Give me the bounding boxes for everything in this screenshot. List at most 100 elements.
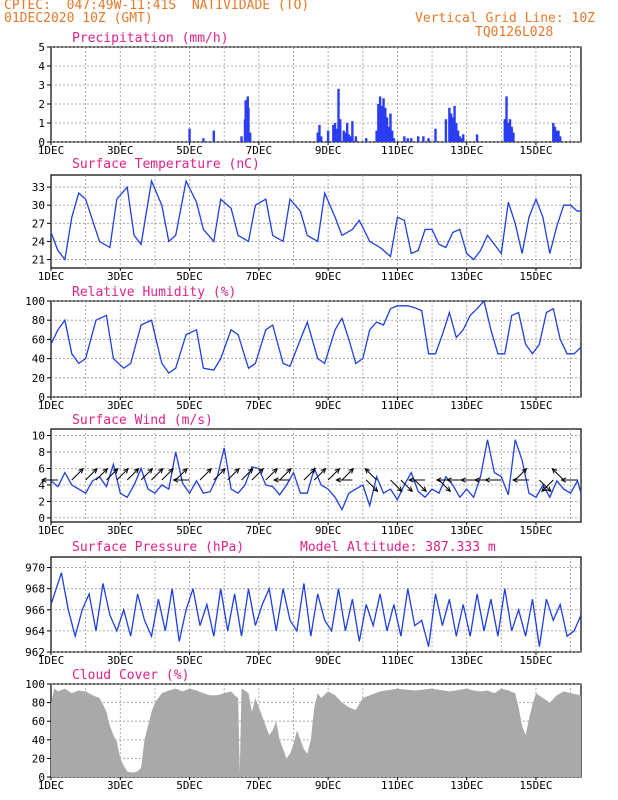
- precip-bar: [456, 130, 460, 142]
- temp-xtick-label: 11DEC: [381, 270, 414, 283]
- cloud-xtick-label: 1DEC: [38, 779, 65, 792]
- wind-arrow-head: [396, 486, 403, 493]
- precip-bar: [406, 138, 409, 142]
- wind-arrow: [265, 468, 278, 481]
- wind-arrow: [365, 479, 378, 492]
- cloud-xtick-label: 9DEC: [315, 779, 342, 792]
- precip-bar: [384, 107, 387, 142]
- precip-bar: [377, 104, 380, 142]
- pressure-xtick-label: 11DEC: [381, 654, 414, 667]
- precip-bar: [344, 132, 347, 142]
- precip-bar: [444, 119, 448, 142]
- wind-arrow-head: [545, 486, 552, 493]
- precip-bar: [416, 136, 420, 142]
- wind-arrow-head: [272, 467, 278, 474]
- wind-arrow: [390, 479, 403, 492]
- temp-ytick-label: 30: [32, 199, 45, 212]
- cloud-ytick-label: 80: [32, 697, 45, 710]
- wind-arrow-head: [157, 467, 164, 474]
- precip-bar: [512, 132, 515, 142]
- wind-arrow: [227, 468, 240, 481]
- wind-arrow: [95, 468, 108, 481]
- precip-bar: [434, 128, 437, 142]
- cloud-xtick-label: 5DEC: [176, 779, 203, 792]
- pressure-title: Surface Pressure (hPa): [72, 540, 244, 555]
- cloud-area: [51, 688, 581, 777]
- rh-ytick-label: 60: [32, 333, 45, 346]
- wind-arrow: [414, 479, 427, 492]
- wind-arrow: [303, 468, 316, 481]
- precip-bar: [318, 124, 321, 142]
- wind-arrow: [539, 479, 552, 492]
- wind-arrow-head: [310, 467, 317, 474]
- precip-bar: [507, 123, 510, 142]
- wind-xtick-label: 13DEC: [450, 524, 483, 537]
- model-altitude-label: Model Altitude: 387.333 m: [300, 540, 496, 555]
- wind-arrow-head: [445, 486, 452, 493]
- precip-bar: [505, 96, 508, 142]
- precip-bar: [248, 132, 252, 142]
- wind-arrow: [126, 468, 139, 481]
- temp-xtick-label: 3DEC: [107, 270, 134, 283]
- wind-arrow-head: [102, 467, 109, 474]
- wind-arrow: [400, 479, 413, 492]
- wind-arrow: [364, 468, 377, 481]
- precip-bar: [389, 113, 392, 142]
- precip-bar: [449, 113, 453, 142]
- precip-xtick-label: 1DEC: [38, 144, 65, 157]
- wind-arrow: [552, 468, 565, 481]
- wind-arrow: [279, 468, 292, 481]
- wind-arrow: [151, 468, 164, 481]
- wind-arrow-head: [234, 467, 240, 474]
- header-location: CPTEC: 047:49W-11:41S NATIVIDADE (TO): [4, 0, 310, 13]
- cloud-ytick-label: 0: [38, 771, 45, 784]
- cloud-ytick-label: 40: [32, 734, 45, 747]
- wind-arrow-head: [206, 467, 213, 474]
- wind-arrow-head: [484, 477, 491, 483]
- wind-arrow: [313, 468, 326, 481]
- wind-arrow-head: [335, 477, 342, 483]
- rh-series-line: [50, 299, 582, 374]
- wind-xtick-label: 1DEC: [38, 524, 65, 537]
- temp-title: Surface Temperature (nC): [72, 157, 260, 172]
- wind-arrow-head: [286, 467, 292, 474]
- wind-arrow-head: [112, 467, 119, 474]
- cloud-ytick-label: 20: [32, 752, 45, 765]
- precip-bar: [451, 117, 455, 142]
- pressure-ytick-label: 964: [25, 625, 45, 638]
- pressure-xtick-label: 1DEC: [38, 654, 65, 667]
- precip-bar: [453, 105, 456, 142]
- rh-ytick-label: 40: [32, 353, 45, 366]
- precip-ytick-label: 0: [38, 136, 45, 149]
- precip-bar: [503, 119, 506, 142]
- cloud-xtick-label: 11DEC: [381, 779, 414, 792]
- precip-bar: [387, 126, 390, 142]
- pressure-xtick-label: 15DEC: [519, 654, 552, 667]
- precip-bar: [559, 136, 562, 142]
- precip-bar: [391, 130, 394, 142]
- rh-xtick-label: 5DEC: [176, 399, 203, 412]
- precip-bar: [552, 123, 555, 142]
- precip-ytick-label: 2: [38, 98, 45, 111]
- wind-arrow-head: [551, 467, 558, 474]
- header-run-time: 01DEC2020 10Z (GMT): [4, 11, 153, 26]
- wind-arrow: [106, 468, 119, 481]
- precip-bar: [347, 134, 351, 142]
- rh-xtick-label: 13DEC: [450, 399, 483, 412]
- precip-bar: [422, 136, 425, 142]
- precip-bar: [375, 130, 378, 142]
- precip-bar: [460, 138, 463, 142]
- wind-xtick-label: 11DEC: [381, 524, 414, 537]
- cloud-ytick-label: 100: [25, 678, 45, 691]
- temp-ytick-label: 27: [32, 217, 45, 230]
- precip-bar: [319, 136, 323, 142]
- precip-bar: [342, 130, 345, 142]
- wind-arrow: [251, 468, 264, 481]
- cloud-xtick-label: 3DEC: [107, 779, 134, 792]
- precip-bar: [462, 134, 465, 142]
- pressure-xtick-label: 3DEC: [107, 654, 134, 667]
- pressure-ytick-label: 970: [25, 562, 45, 575]
- wind-arrow-head: [459, 477, 466, 483]
- temp-xtick-label: 15DEC: [519, 270, 552, 283]
